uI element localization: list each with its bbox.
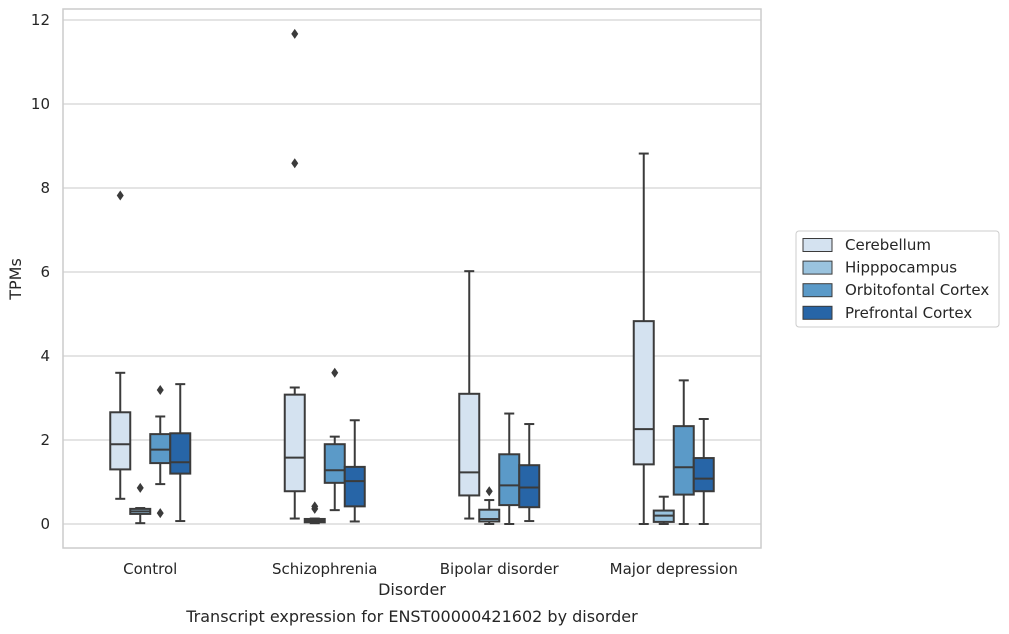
y-tick-label: 2: [40, 431, 50, 449]
box-body: [149, 433, 172, 465]
outlier-point: [291, 28, 299, 39]
box-body: [672, 425, 695, 496]
boxes: [109, 28, 715, 525]
y-tick-label: 8: [40, 179, 50, 197]
legend-label: Orbitofontal Cortex: [845, 281, 989, 299]
box: [283, 28, 306, 520]
box: [323, 367, 346, 512]
legend-label: Prefrontal Cortex: [845, 304, 972, 322]
box: [652, 495, 675, 525]
box-body: [518, 464, 541, 509]
outlier-point: [331, 367, 339, 378]
outlier-point: [116, 190, 124, 201]
x-axis-ticks: Control Schizophrenia Bipolar disorder Majo…: [123, 560, 738, 578]
outlier-point: [156, 508, 164, 519]
box: [343, 419, 366, 523]
outlier-point: [136, 482, 144, 493]
box-body: [478, 508, 501, 523]
box-body: [458, 392, 481, 497]
y-tick-label: 10: [31, 95, 50, 113]
box: [303, 501, 326, 525]
y-tick-label: 12: [31, 11, 50, 29]
legend-label: Cerebellum: [845, 236, 931, 254]
x-axis-label: Disorder: [378, 580, 446, 599]
y-tick-label: 6: [40, 263, 50, 281]
x-tick-label: Bipolar disorder: [440, 560, 560, 578]
outlier-point: [485, 486, 493, 497]
chart-caption: Transcript expression for ENST0000042160…: [185, 607, 638, 626]
legend-label: Hipppocampus: [845, 259, 957, 277]
box: [672, 379, 695, 525]
x-tick-label: Major depression: [610, 560, 738, 578]
box: [149, 385, 172, 519]
box: [692, 418, 715, 525]
y-tick-label: 0: [40, 515, 50, 533]
box-body: [632, 320, 655, 466]
legend-swatch: [802, 305, 833, 320]
y-tick-label: 4: [40, 347, 50, 365]
box: [169, 383, 192, 523]
legend-swatch: [802, 260, 833, 275]
box-body: [283, 393, 306, 493]
box: [632, 152, 655, 525]
box: [478, 486, 501, 525]
plot-frame: [62, 8, 762, 549]
legend-swatch: [802, 238, 833, 252]
box-body: [498, 453, 521, 507]
y-axis-ticks: 0 2 4 6 8 10 12: [31, 11, 50, 533]
box: [109, 190, 132, 500]
box-body: [169, 432, 192, 475]
legend-swatch: [802, 283, 833, 298]
legend-frame: [795, 230, 1000, 328]
outlier-point: [291, 158, 299, 169]
outlier-point: [156, 385, 164, 396]
outlier-point: [311, 501, 319, 512]
y-axis-label: TPMs: [6, 258, 25, 301]
x-tick-label: Control: [123, 560, 177, 578]
box-body: [343, 465, 366, 508]
box-body: [323, 443, 346, 484]
box: [458, 270, 481, 520]
legend: Cerebellum Hipppocampus Orbitofontal Corte…: [795, 230, 1000, 328]
box-body: [109, 411, 132, 471]
box: [129, 482, 152, 525]
box: [518, 423, 541, 523]
x-tick-label: Schizophrenia: [272, 560, 377, 578]
box-body: [692, 457, 715, 493]
